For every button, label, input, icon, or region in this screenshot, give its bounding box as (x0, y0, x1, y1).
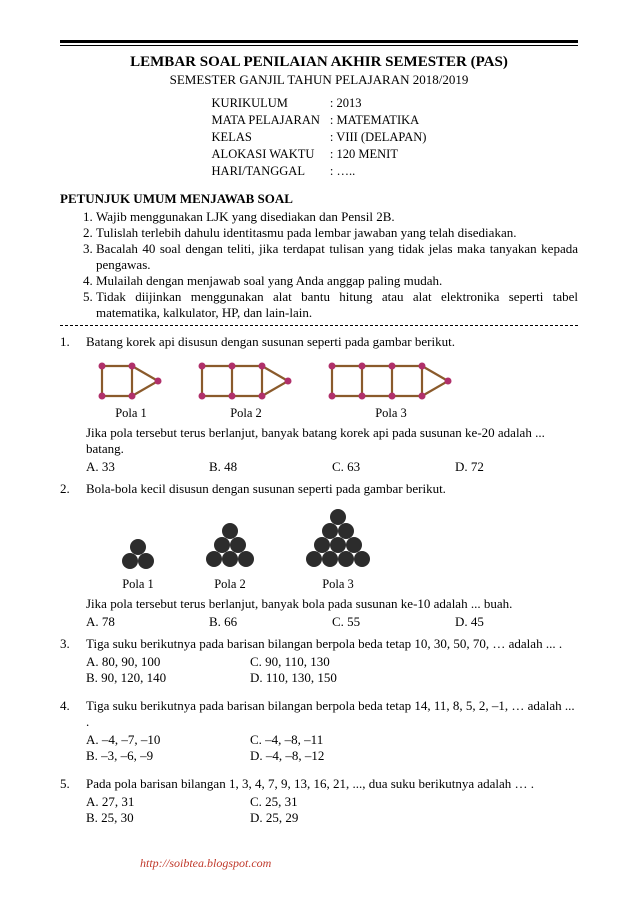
q1-pola1: Pola 1 (96, 360, 166, 421)
meta-value: : ….. (326, 164, 431, 179)
meta-row: MATA PELAJARAN: MATEMATIKA (208, 113, 431, 128)
question-text: Bola-bola kecil disusun dengan susunan s… (86, 481, 578, 497)
q2-pola2: Pola 2 (200, 521, 260, 592)
option-a: A. 78 (86, 614, 209, 630)
meta-value: : MATEMATIKA (326, 113, 431, 128)
q1-patterns: Pola 1 Pola 2 (96, 360, 578, 421)
meta-row: KELAS: VIII (DELAPAN) (208, 130, 431, 145)
pola-label: Pola 1 (116, 577, 160, 592)
option-d: D. –4, –8, –12 (250, 748, 414, 764)
q2-pola3: Pola 3 (300, 507, 376, 592)
option-a: A. 27, 31 (86, 794, 250, 810)
pola-label: Pola 2 (200, 577, 260, 592)
option-c: C. 25, 31 (250, 794, 414, 810)
option-a: A. 80, 90, 100 (86, 654, 250, 670)
q2-patterns: Pola 1 Pola 2 (116, 507, 578, 592)
q1-pola2: Pola 2 (196, 360, 296, 421)
question-text: Tiga suku berikutnya pada barisan bilang… (86, 636, 578, 652)
ball-pattern-2-icon (200, 521, 260, 575)
option-b: B. 48 (209, 459, 332, 475)
question-text: Pada pola barisan bilangan 1, 3, 4, 7, 9… (86, 776, 578, 792)
pola-label: Pola 2 (196, 406, 296, 421)
q4-options: A. –4, –7, –10 B. –3, –6, –9 C. –4, –8, … (86, 732, 578, 764)
q1-options: A. 33 B. 48 C. 63 D. 72 (86, 459, 578, 475)
question-number: 3. (60, 636, 86, 686)
q5-options: A. 27, 31 B. 25, 30 C. 25, 31 D. 25, 29 (86, 794, 578, 826)
question-followup: Jika pola tersebut terus berlanjut, bany… (86, 425, 578, 457)
question-3: 3. Tiga suku berikutnya pada barisan bil… (60, 636, 578, 686)
question-number: 5. (60, 776, 86, 826)
option-b: B. –3, –6, –9 (86, 748, 250, 764)
title-main: LEMBAR SOAL PENILAIAN AKHIR SEMESTER (PA… (60, 54, 578, 71)
instructions-list: Wajib menggunakan LJK yang disediakan da… (60, 209, 578, 321)
option-d: D. 45 (455, 614, 578, 630)
meta-label: HARI/TANGGAL (208, 164, 324, 179)
question-4: 4. Tiga suku berikutnya pada barisan bil… (60, 698, 578, 764)
question-5: 5. Pada pola barisan bilangan 1, 3, 4, 7… (60, 776, 578, 826)
instruction-item: Tidak diijinkan menggunakan alat bantu h… (96, 289, 578, 321)
meta-label: MATA PELAJARAN (208, 113, 324, 128)
footer-link: http://soibtea.blogspot.com (140, 856, 578, 871)
option-d: D. 72 (455, 459, 578, 475)
meta-label: KELAS (208, 130, 324, 145)
matchstick-pattern-1-icon (96, 360, 166, 404)
option-b: B. 25, 30 (86, 810, 250, 826)
pola-label: Pola 3 (300, 577, 376, 592)
instruction-item: Tulislah terlebih dahulu identitasmu pad… (96, 225, 578, 241)
top-rule (60, 40, 578, 46)
title-sub: SEMESTER GANJIL TAHUN PELAJARAN 2018/201… (60, 72, 578, 88)
question-followup: Jika pola tersebut terus berlanjut, bany… (86, 596, 578, 612)
meta-value: : 120 MENIT (326, 147, 431, 162)
meta-label: KURIKULUM (208, 96, 324, 111)
option-a: A. 33 (86, 459, 209, 475)
option-c: C. –4, –8, –11 (250, 732, 414, 748)
meta-row: HARI/TANGGAL: ….. (208, 164, 431, 179)
option-a: A. –4, –7, –10 (86, 732, 250, 748)
ball-pattern-3-icon (300, 507, 376, 575)
q3-options: A. 80, 90, 100 B. 90, 120, 140 C. 90, 11… (86, 654, 578, 686)
pola-label: Pola 3 (326, 406, 456, 421)
instructions-heading: PETUNJUK UMUM MENJAWAB SOAL (60, 191, 578, 207)
meta-row: KURIKULUM: 2013 (208, 96, 431, 111)
option-c: C. 90, 110, 130 (250, 654, 414, 670)
q1-pola3: Pola 3 (326, 360, 456, 421)
meta-value: : 2013 (326, 96, 431, 111)
question-number: 4. (60, 698, 86, 764)
option-c: C. 63 (332, 459, 455, 475)
q2-pola1: Pola 1 (116, 535, 160, 592)
matchstick-pattern-3-icon (326, 360, 456, 404)
instruction-item: Mulailah dengan menjawab soal yang Anda … (96, 273, 578, 289)
option-c: C. 55 (332, 614, 455, 630)
question-number: 1. (60, 334, 86, 475)
question-text: Batang korek api disusun dengan susunan … (86, 334, 578, 350)
pola-label: Pola 1 (96, 406, 166, 421)
meta-row: ALOKASI WAKTU: 120 MENIT (208, 147, 431, 162)
question-2: 2. Bola-bola kecil disusun dengan susuna… (60, 481, 578, 630)
q2-options: A. 78 B. 66 C. 55 D. 45 (86, 614, 578, 630)
title-block: LEMBAR SOAL PENILAIAN AKHIR SEMESTER (PA… (60, 54, 578, 88)
instruction-item: Wajib menggunakan LJK yang disediakan da… (96, 209, 578, 225)
question-text: Tiga suku berikutnya pada barisan bilang… (86, 698, 578, 730)
instruction-item: Bacalah 40 soal dengan teliti, jika terd… (96, 241, 578, 273)
meta-table: KURIKULUM: 2013 MATA PELAJARAN: MATEMATI… (206, 94, 433, 181)
question-1: 1. Batang korek api disusun dengan susun… (60, 334, 578, 475)
question-number: 2. (60, 481, 86, 630)
option-b: B. 66 (209, 614, 332, 630)
option-d: D. 25, 29 (250, 810, 414, 826)
meta-value: : VIII (DELAPAN) (326, 130, 431, 145)
option-d: D. 110, 130, 150 (250, 670, 414, 686)
matchstick-pattern-2-icon (196, 360, 296, 404)
ball-pattern-1-icon (116, 535, 160, 575)
divider-dashed (60, 325, 578, 326)
option-b: B. 90, 120, 140 (86, 670, 250, 686)
meta-label: ALOKASI WAKTU (208, 147, 324, 162)
